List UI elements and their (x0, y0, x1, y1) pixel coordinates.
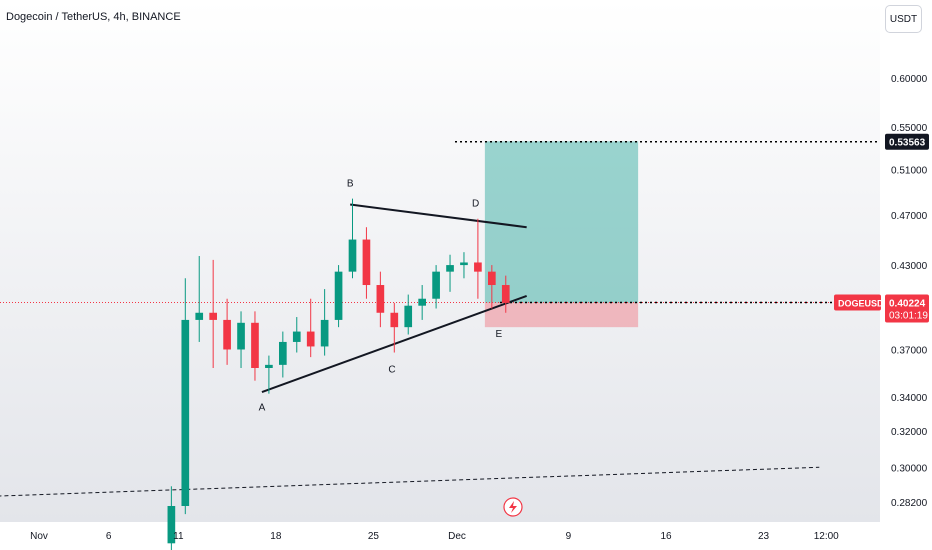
candle-body (292, 331, 301, 342)
candle-body (501, 285, 510, 303)
stop-zone[interactable] (484, 302, 639, 328)
candle-body (488, 271, 496, 286)
profit-zone[interactable] (484, 141, 639, 303)
y-tick-label: 0.55000 (891, 123, 928, 134)
symbol-badge (834, 294, 881, 311)
candle-body (404, 305, 413, 328)
candle-body (279, 341, 287, 365)
x-tick-label: Dec (448, 531, 466, 542)
y-tick-label: 0.30000 (891, 463, 928, 474)
long-position-box[interactable] (484, 141, 639, 328)
x-tick-label: 16 (660, 531, 672, 542)
candle-body (167, 505, 176, 544)
candle-body (223, 319, 231, 350)
flash-icon[interactable] (503, 497, 523, 517)
pattern-labels: A B C D E (259, 179, 503, 414)
current-price-badge (885, 294, 929, 323)
x-tick-label: Nov (30, 531, 48, 542)
target-price-badge (885, 133, 929, 150)
time-axis[interactable]: Nov 6 11 18 25 Dec 9 16 23 12:00 (30, 531, 839, 542)
x-tick-label: 25 (368, 531, 380, 542)
y-tick-label: 0.37000 (891, 345, 928, 356)
plot-background (0, 0, 880, 522)
candle-body (376, 285, 385, 313)
x-tick-label: 12:00 (814, 531, 839, 542)
y-tick-label: 0.43000 (891, 261, 928, 272)
y-tick-label: 0.28200 (891, 498, 928, 509)
candle-body (237, 322, 245, 350)
pattern-point-e: E (495, 329, 502, 340)
symbol-title: Dogecoin / TetherUS, 4h, BINANCE (6, 11, 181, 23)
x-tick-label: 23 (758, 531, 770, 542)
x-tick-label: 11 (173, 531, 184, 542)
pattern-point-c: C (388, 365, 395, 376)
flash-icon-bolt (509, 501, 517, 513)
y-tick-label: 0.47000 (891, 211, 928, 222)
candle-body (474, 262, 482, 272)
trendline-long-term-support[interactable] (0, 466, 820, 498)
currency-button[interactable]: USDT (885, 5, 922, 33)
candle-body (265, 364, 273, 368)
candle-body (251, 322, 259, 368)
trendline-upper[interactable] (350, 203, 527, 229)
candle-body (348, 239, 357, 272)
candle-body (209, 312, 217, 320)
candle-body (362, 239, 371, 286)
target-price-value: 0.53563 (889, 138, 926, 149)
x-tick-label: 6 (106, 531, 112, 542)
y-tick-label: 0.60000 (891, 74, 928, 85)
x-tick-label: 9 (566, 531, 572, 542)
y-tick-label: 0.34000 (891, 393, 928, 404)
price-axis[interactable]: 0.60000 0.55000 0.51000 0.47000 0.43000 0.370… (891, 74, 928, 509)
y-tick-label: 0.32000 (891, 427, 928, 438)
candle-body (181, 319, 190, 506)
candle-body (306, 331, 315, 347)
candle-body (195, 312, 204, 320)
y-tick-label: 0.51000 (891, 165, 928, 176)
candle-body (446, 265, 454, 272)
candle-body (460, 262, 468, 266)
candle-body (320, 319, 329, 347)
symbol-badge-label: DOGEUSDT (838, 299, 890, 309)
candle-body (432, 271, 440, 299)
candle-body (334, 271, 343, 320)
plot-area[interactable] (0, 0, 880, 522)
pattern-point-a: A (259, 402, 266, 413)
countdown-value: 03:01:19 (889, 311, 928, 322)
candle-body (418, 298, 426, 306)
pattern-point-b: B (347, 179, 354, 190)
pattern-point-d: D (472, 199, 479, 210)
current-price-value: 0.40224 (889, 299, 926, 310)
candle-body (390, 312, 399, 328)
x-tick-label: 18 (270, 531, 282, 542)
candlestick-series (167, 198, 510, 550)
